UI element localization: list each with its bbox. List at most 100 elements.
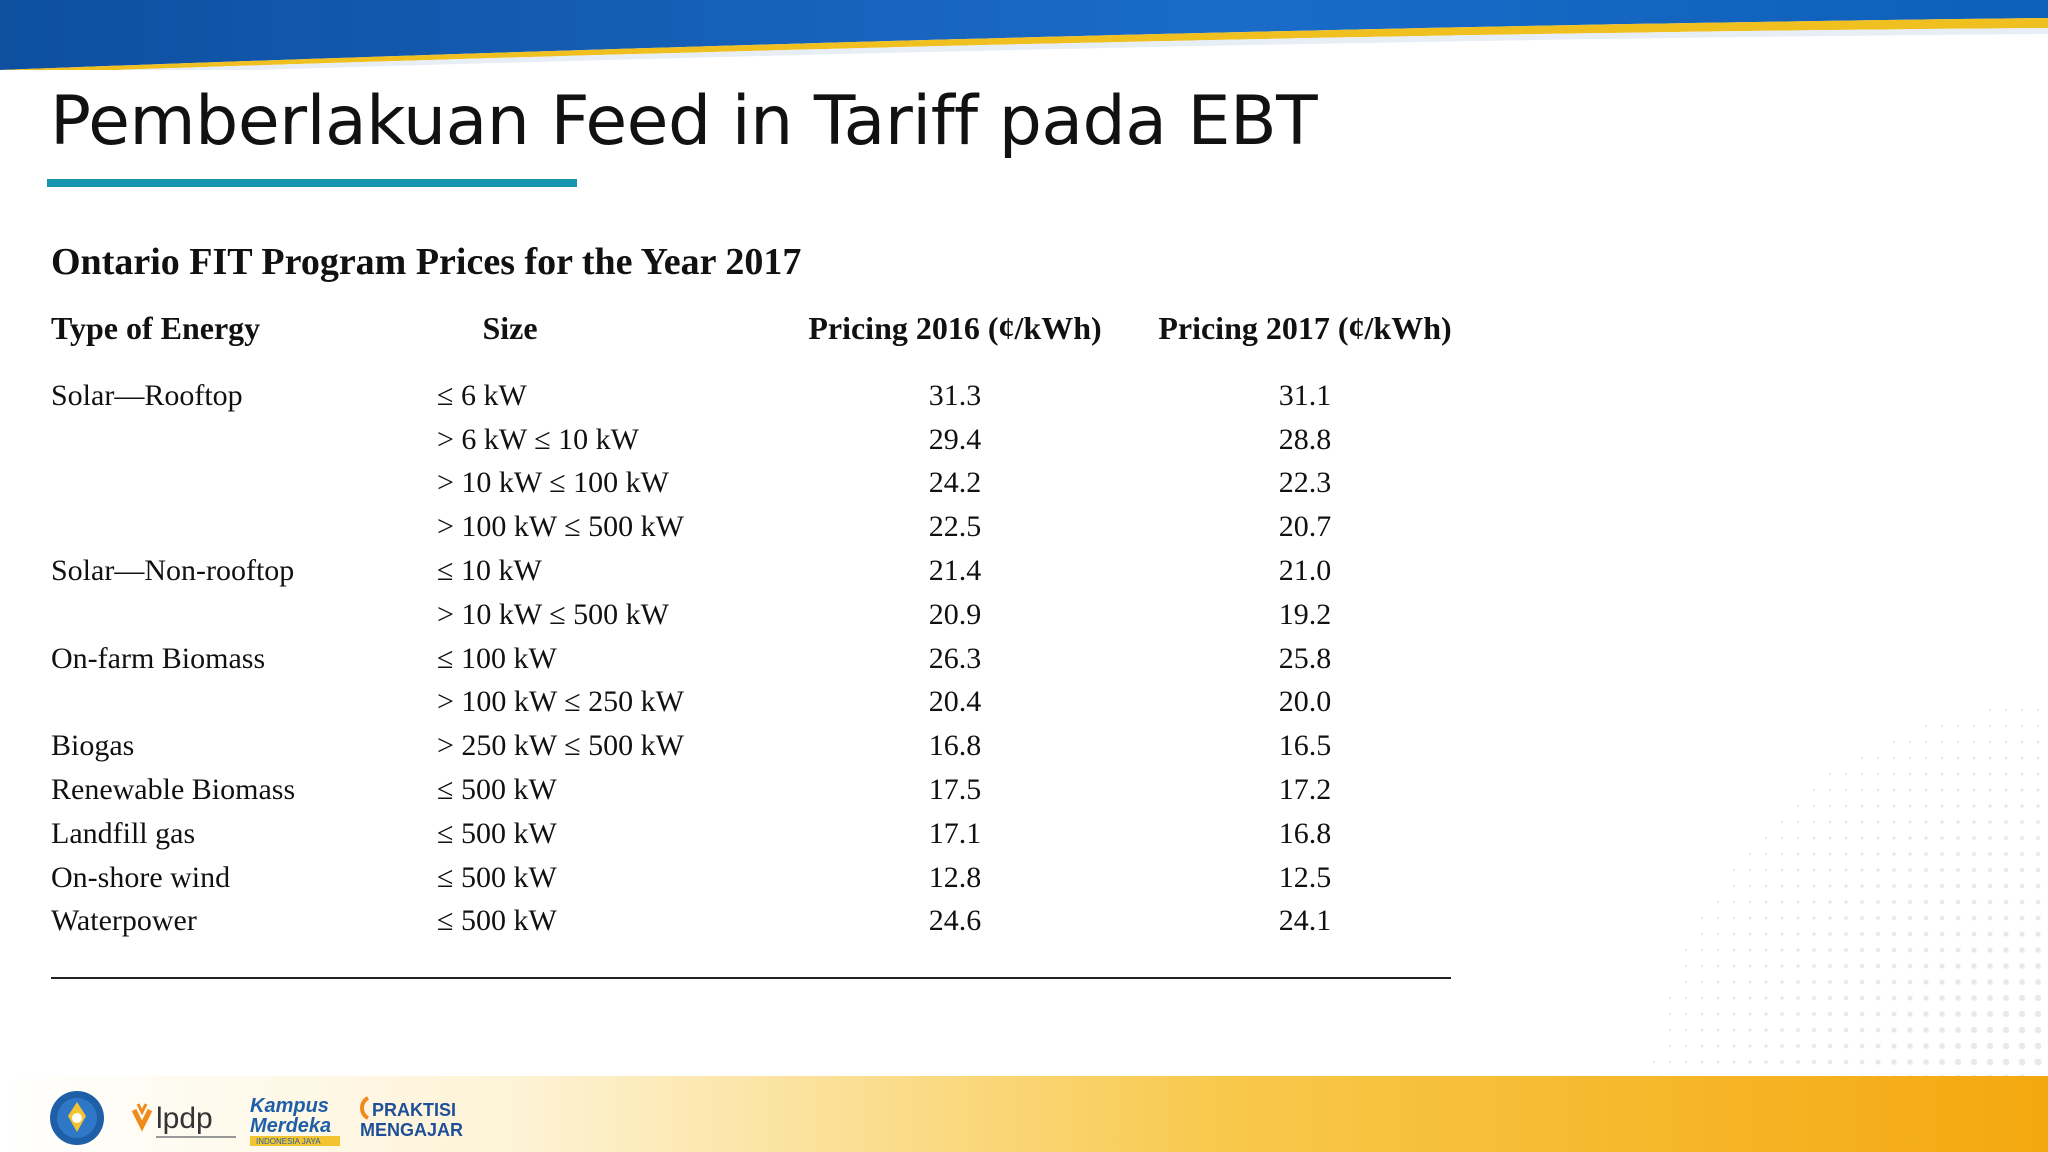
table-row: Solar—Rooftop ≤ 6 kW 31.3 31.1 (51, 366, 1465, 418)
energy-type-cell (51, 593, 385, 637)
decorative-dot (2035, 963, 2041, 969)
decorative-dot (1828, 900, 1832, 904)
decorative-dot (1860, 900, 1864, 904)
decorative-dot (2004, 724, 2008, 728)
decorative-dot (1844, 900, 1848, 904)
decorative-dot (1828, 916, 1832, 920)
size-cell: > 10 kW ≤ 500 kW (437, 597, 669, 631)
decorative-dot (1986, 1010, 1994, 1018)
header-size: Size (482, 310, 538, 346)
decorative-dot (1923, 931, 1929, 937)
decorative-dot (1780, 980, 1784, 984)
footer-decorative-band (0, 1076, 2048, 1152)
decorative-dot (1716, 900, 1720, 904)
decorative-dot (1924, 820, 1928, 824)
size-cell: ≤ 500 kW (437, 904, 557, 938)
decorative-dot (1859, 931, 1865, 937)
price-2017-cell: 16.5 (1278, 729, 1332, 763)
decorative-dot (1892, 804, 1896, 808)
size-cell: > 6 kW ≤ 10 kW (437, 422, 639, 456)
decorative-dot (1812, 932, 1816, 936)
decorative-dot (2020, 836, 2024, 840)
decorative-dot (1684, 980, 1688, 984)
decorative-dot (2003, 931, 2009, 937)
decorative-dot (1908, 788, 1912, 792)
decorative-dot (1716, 996, 1720, 1000)
decorative-dot (1796, 868, 1800, 872)
table-row: Solar—Non-rooftop ≤ 10 kW 21.4 21.0 (51, 549, 1465, 593)
decorative-dot (1972, 740, 1976, 744)
decorative-dot (2034, 1026, 2042, 1034)
decorative-dot (1732, 1012, 1736, 1016)
decorative-dot (1859, 1027, 1865, 1033)
decorative-dot (1748, 1028, 1752, 1032)
decorative-dot (1732, 868, 1736, 872)
decorative-dot (1732, 996, 1736, 1000)
decorative-dot (1876, 788, 1880, 792)
decorative-dot (1955, 979, 1961, 985)
decorative-dot (1987, 883, 1993, 889)
price-2016-cell: 20.4 (928, 685, 982, 719)
decorative-dot (2004, 836, 2008, 840)
decorative-dot (1844, 852, 1848, 856)
decorative-dot (1732, 916, 1736, 920)
decorative-dot (1796, 900, 1800, 904)
energy-type-cell: Solar—Non-rooftop (51, 554, 295, 588)
decorative-dot (1859, 995, 1865, 1001)
decorative-dot (1780, 1044, 1784, 1048)
size-cell: > 100 kW ≤ 250 kW (437, 685, 684, 719)
decorative-dot (1924, 836, 1928, 840)
decorative-dot (1780, 1028, 1784, 1032)
decorative-dot (1716, 948, 1720, 952)
decorative-dot (1876, 900, 1880, 904)
price-2016-cell: 29.4 (928, 422, 982, 456)
decorative-dot (1700, 916, 1704, 920)
decorative-dot (2002, 1010, 2010, 1018)
decorative-dot (1668, 1012, 1672, 1016)
energy-type-cell (51, 462, 385, 506)
decorative-dot (1795, 1043, 1801, 1049)
decorative-dot (1940, 724, 1944, 728)
decorative-dot (1956, 772, 1960, 776)
table-bottom-rule (51, 977, 1451, 979)
decorative-dot (1843, 1043, 1849, 1049)
decorative-dot (1843, 979, 1849, 985)
decorative-dot (1955, 899, 1961, 905)
decorative-dot (2003, 963, 2009, 969)
decorative-dot (1986, 1042, 1994, 1050)
decorative-dot (1971, 947, 1977, 953)
decorative-dot (1732, 1060, 1736, 1064)
decorative-dot (1844, 868, 1848, 872)
decorative-dot (1971, 899, 1977, 905)
decorative-dot (1812, 900, 1816, 904)
decorative-dot (1923, 1027, 1929, 1033)
decorative-dot (1780, 932, 1784, 936)
decorative-dot (1780, 948, 1784, 952)
price-2016-cell: 20.9 (928, 597, 982, 631)
decorative-dot (1923, 947, 1929, 953)
decorative-dot (2020, 756, 2024, 760)
decorative-dot (1955, 1011, 1961, 1017)
decorative-dot (1812, 852, 1816, 856)
decorative-dot (1907, 995, 1913, 1001)
decorative-dot (1843, 1059, 1849, 1065)
decorative-dot (1988, 820, 1992, 824)
decorative-dot (1972, 820, 1976, 824)
decorative-dot (1827, 1059, 1833, 1065)
decorative-dot (1860, 916, 1864, 920)
decorative-dot (2004, 740, 2008, 744)
decorative-dot (1827, 1027, 1833, 1033)
decorative-dot (1844, 788, 1848, 792)
decorative-dot (1732, 964, 1736, 968)
decorative-dot (1939, 1027, 1945, 1033)
decorative-dot (1892, 740, 1896, 744)
decorative-dot (1908, 804, 1912, 808)
decorative-dot (1827, 979, 1833, 985)
decorative-dot (1907, 963, 1913, 969)
table-row: On-farm Biomass ≤ 100 kW 26.3 25.8 (51, 637, 1465, 681)
decorative-dot (1716, 1012, 1720, 1016)
decorative-dot (2020, 772, 2024, 776)
decorative-dot (1908, 836, 1912, 840)
decorative-dot (2035, 979, 2041, 985)
decorative-dot (1908, 772, 1912, 776)
